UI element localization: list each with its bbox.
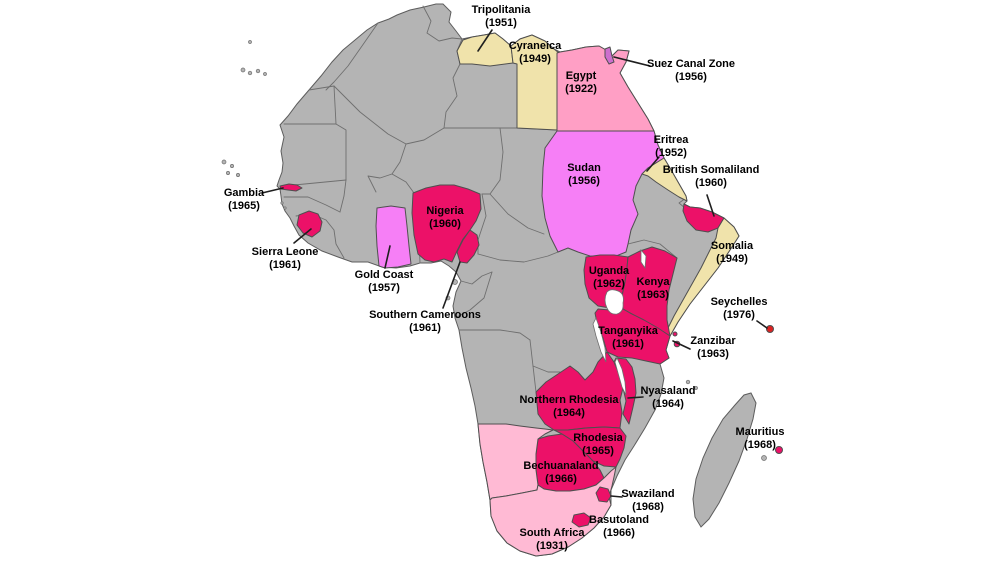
leader-line-british_somaliland (706, 194, 715, 217)
lake-turkana (640, 248, 647, 270)
leader-line-eritrea (646, 156, 660, 172)
canary-island (263, 72, 267, 76)
region-seychelles (766, 325, 774, 333)
comoros-island (694, 386, 698, 390)
leader-line-zanzibar (672, 340, 691, 350)
leader-line-tripolitania (477, 29, 493, 52)
region-nigeria (411, 184, 482, 263)
leader-line-sierra_leone (293, 228, 312, 244)
region-mauritius (775, 446, 783, 454)
region-basutoland (571, 512, 592, 528)
region-south-west-africa (477, 423, 554, 501)
region-eritrea (641, 157, 688, 202)
region-swaziland (595, 486, 612, 503)
region-gold-coast (375, 205, 412, 269)
region-gambia (279, 183, 303, 192)
region-cyraneica (510, 34, 560, 131)
cape-verde-island (221, 159, 227, 165)
cape-verde-island (226, 171, 230, 175)
reunion-island (761, 455, 767, 461)
cape-verde-island (236, 173, 240, 177)
region-zanzibar-pemba (672, 331, 678, 337)
islands (221, 40, 767, 461)
region-suez-canal-zone (604, 46, 615, 65)
leader-line-gold_coast (384, 245, 391, 269)
cape-verde-island (230, 164, 234, 168)
lake-victoria (604, 289, 624, 315)
leader-line-seychelles (756, 320, 768, 329)
bijagos-island (280, 201, 284, 205)
canary-island (240, 67, 246, 73)
region-south-africa (489, 466, 617, 557)
madeira-island (248, 40, 252, 44)
internal-borders (283, 5, 687, 393)
leader-line-suez_canal_zone (613, 56, 651, 67)
madagascar (692, 392, 757, 528)
leader-line-gambia (261, 187, 284, 194)
bijagos-island (283, 206, 287, 210)
comoros-island (685, 379, 691, 385)
lakes (592, 248, 647, 396)
canary-island (247, 70, 253, 76)
colored-regions (279, 32, 783, 557)
region-kenya (621, 246, 678, 337)
leader-line-nyasaland (627, 396, 644, 399)
region-egypt (556, 45, 655, 132)
leader-line-southern_cameroons (442, 261, 461, 309)
lake-malawi (614, 357, 627, 396)
canary-island (255, 68, 261, 74)
region-southern-cameroons (456, 229, 480, 264)
lake-tanganyika (592, 316, 607, 363)
region-sierra-leone (296, 210, 323, 238)
leader-line-swaziland (610, 495, 623, 498)
leader-lines (261, 29, 768, 498)
